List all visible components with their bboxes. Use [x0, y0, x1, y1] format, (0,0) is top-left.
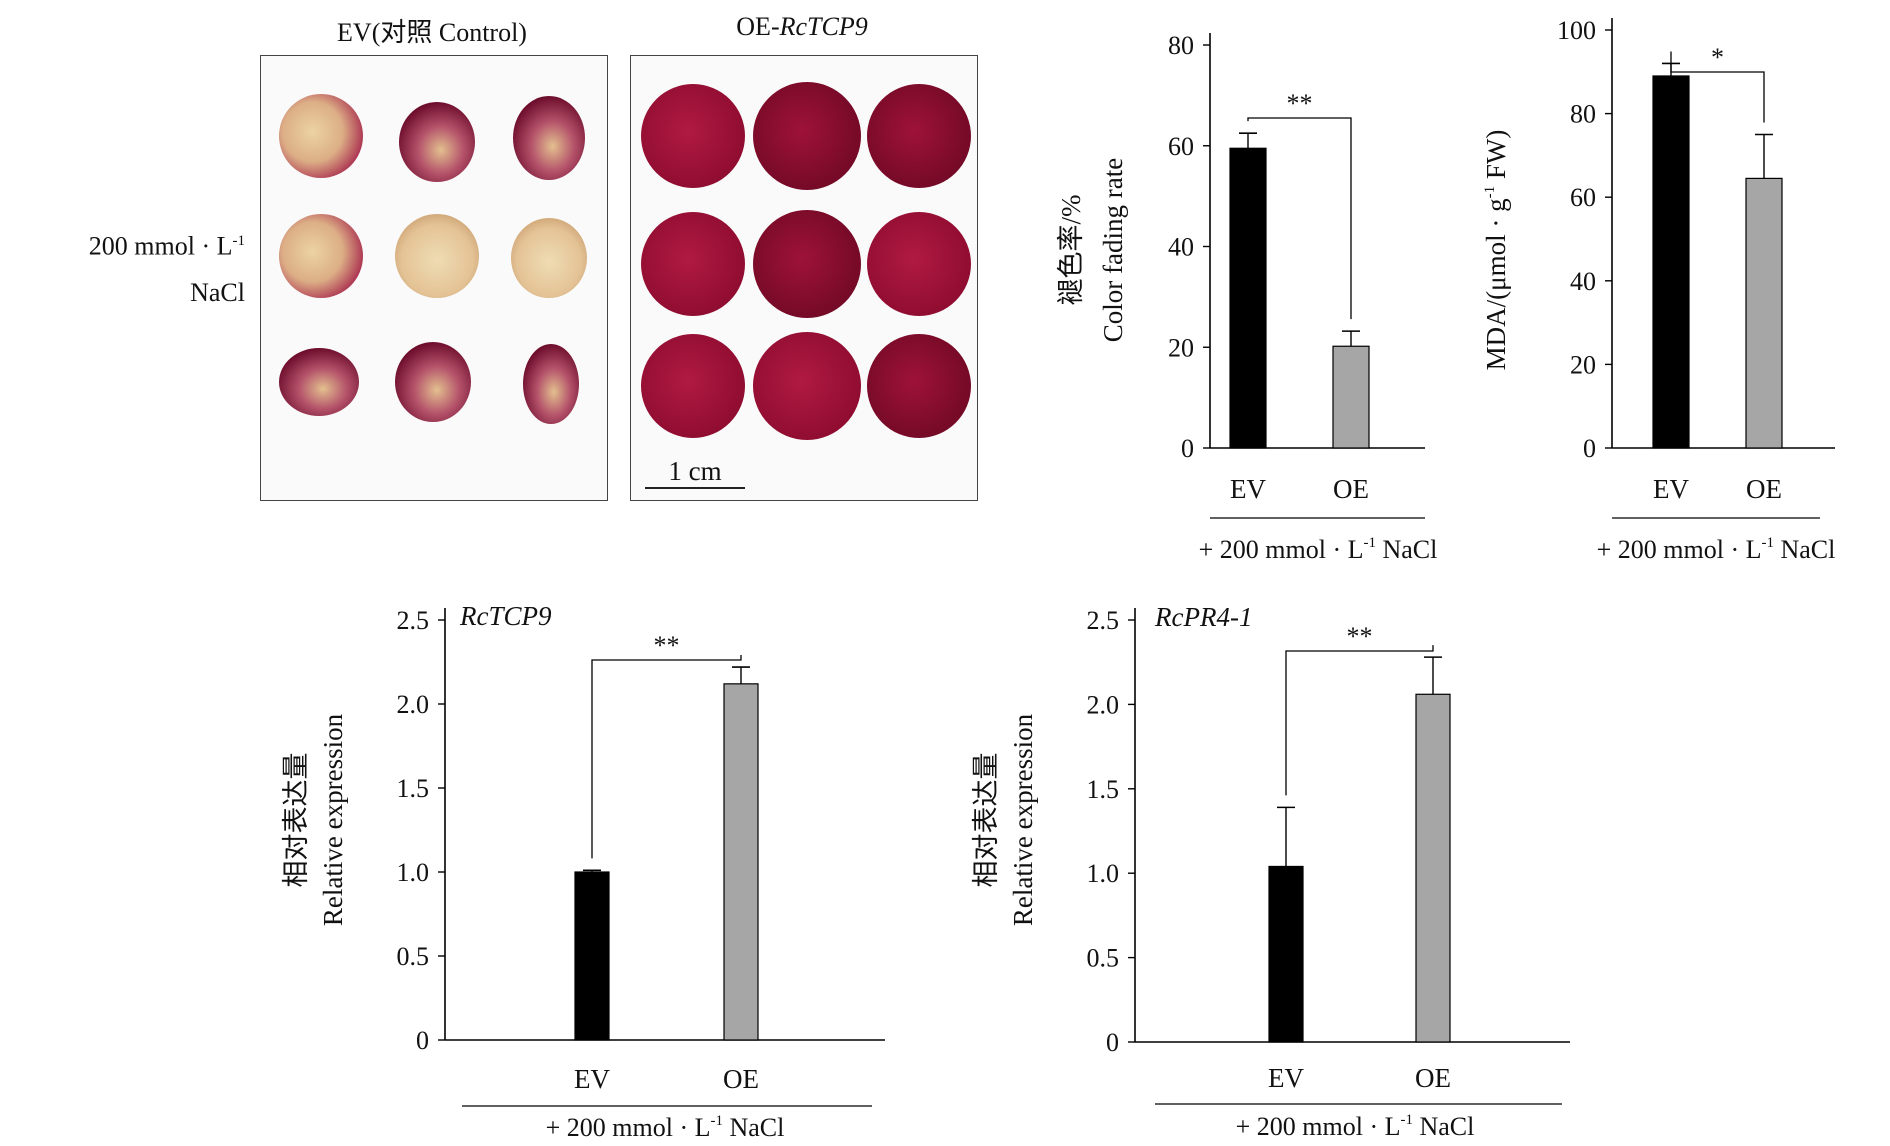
- color-fading-chart: 0 20 40 60 80 EV OE ** + 200 mmol · L-1 NaCl 褪色率/…: [1056, 31, 1438, 564]
- oe-title-gene: RcTCP9: [779, 12, 868, 41]
- significance-marker: **: [654, 631, 680, 660]
- y-tick-label: 2.5: [1087, 606, 1120, 635]
- y-tick-label: 20: [1168, 333, 1194, 362]
- y-axis-label: MDA/(μmol · g-1 FW): [1481, 130, 1511, 371]
- y-axis-label-cn: 相对表达量: [281, 753, 311, 888]
- y-tick-label: 80: [1168, 31, 1194, 60]
- oe-panel-title: OE-RcTCP9: [632, 12, 972, 42]
- petal-disc: [867, 334, 971, 438]
- y-tick-label: 60: [1168, 132, 1194, 161]
- category-label: OE: [1415, 1063, 1451, 1093]
- y-axis-label-cn: 相对表达量: [971, 753, 1001, 888]
- bar-oe: [723, 683, 759, 1041]
- treatment-label: + 200 mmol · L-1 NaCl: [1236, 1112, 1475, 1141]
- category-label: EV: [574, 1064, 610, 1094]
- bar-ev: [1229, 147, 1267, 449]
- control-petal-illustration: [279, 94, 587, 424]
- significance-bracket: [1285, 645, 1434, 796]
- petal-disc: [641, 84, 745, 188]
- petal-disc: [513, 96, 585, 180]
- petal-disc: [523, 344, 579, 424]
- y-tick-label: 1.0: [397, 858, 430, 887]
- category-label: OE: [723, 1064, 759, 1094]
- significance-bracket: [1247, 117, 1352, 320]
- gene-label: RcTCP9: [459, 601, 552, 631]
- treatment-label: + 200 mmol · L-1 NaCl: [1597, 535, 1836, 564]
- petal-disc: [511, 218, 587, 298]
- y-tick-label: 80: [1570, 100, 1596, 129]
- y-tick-label: 2.0: [397, 690, 430, 719]
- y-axis-label-en: Relative expression: [1008, 713, 1038, 926]
- y-axis-label-en: Relative expression: [318, 713, 348, 926]
- y-tick-label: 40: [1570, 267, 1596, 296]
- petal-disc: [867, 84, 971, 188]
- rcpr4-expression-chart: 0 0.5 1.0 1.5 2.0 2.5 EV OE ** + 200 mmol · L-1 N…: [971, 602, 1570, 1141]
- petal-disc: [641, 334, 745, 438]
- y-tick-label: 1.5: [1087, 775, 1120, 804]
- side-label-line1: 200 mmol · L: [88, 231, 233, 261]
- petal-disc: [753, 82, 861, 190]
- category-label: EV: [1230, 474, 1266, 504]
- category-label: EV: [1268, 1063, 1304, 1093]
- y-tick-label: 0: [1181, 434, 1194, 463]
- significance-marker: *: [1711, 43, 1724, 72]
- y-axis-label-cn: 褪色率/%: [1056, 195, 1086, 306]
- y-tick-label: 0: [416, 1026, 429, 1055]
- category-label: OE: [1333, 474, 1369, 504]
- significance-bracket: [1670, 51, 1765, 123]
- petal-disc: [753, 332, 861, 440]
- gene-label: RcPR4-1: [1154, 602, 1252, 632]
- oe-title-prefix: OE-: [736, 12, 780, 41]
- petal-disc: [279, 348, 359, 416]
- side-label-sup: -1: [232, 233, 246, 249]
- y-tick-label: 60: [1570, 183, 1596, 212]
- y-tick-label: 0: [1583, 434, 1596, 463]
- y-tick-label: 0.5: [1087, 944, 1120, 973]
- significance-marker: **: [1287, 89, 1313, 118]
- control-petal-photo: [260, 55, 608, 501]
- petal-disc: [753, 210, 861, 318]
- petal-disc: [399, 102, 475, 182]
- oe-petal-photo: 1 cm: [630, 55, 978, 501]
- control-title-text: EV(对照 Control): [337, 18, 527, 47]
- significance-bracket: [591, 655, 742, 859]
- petal-disc: [641, 212, 745, 316]
- category-label: EV: [1653, 474, 1689, 504]
- petal-disc: [867, 212, 971, 316]
- bar-ev: [574, 871, 610, 1041]
- petal-disc: [395, 214, 479, 298]
- bar-oe: [1745, 177, 1783, 449]
- mda-chart: 0 20 40 60 80 100 EV OE * + 200 mmol · L-1 NaCl MD…: [1481, 16, 1836, 564]
- side-label-line2: NaCl: [190, 277, 245, 307]
- y-tick-label: 100: [1557, 16, 1596, 45]
- scale-bar-label: 1 cm: [668, 456, 721, 486]
- treatment-label: + 200 mmol · L-1 NaCl: [1199, 535, 1438, 564]
- bar-ev: [1268, 865, 1304, 1043]
- category-label: OE: [1746, 474, 1782, 504]
- control-panel-title: EV(对照 Control): [262, 12, 602, 49]
- rctcp9-expression-chart: 0 0.5 1.0 1.5 2.0 2.5 EV OE ** + 200 mmol · L-1 N…: [281, 601, 885, 1142]
- y-tick-label: 0.5: [397, 942, 430, 971]
- treatment-label: + 200 mmol · L-1 NaCl: [546, 1113, 785, 1142]
- nacl-side-label: 200 mmol · L-1 NaCl: [30, 218, 245, 316]
- petal-disc: [279, 214, 363, 298]
- y-tick-label: 1.5: [397, 774, 430, 803]
- y-tick-label: 2.5: [397, 606, 430, 635]
- significance-marker: **: [1347, 622, 1373, 651]
- oe-petal-illustration: 1 cm: [641, 82, 971, 489]
- y-tick-label: 40: [1168, 233, 1194, 262]
- y-tick-label: 1.0: [1087, 859, 1120, 888]
- bar-ev: [1652, 75, 1690, 449]
- bar-oe: [1415, 693, 1451, 1043]
- y-tick-label: 0: [1106, 1028, 1119, 1057]
- y-axis-label-en: Color fading rate: [1098, 158, 1128, 342]
- y-tick-label: 2.0: [1087, 690, 1120, 719]
- petal-disc: [279, 94, 363, 178]
- y-tick-label: 20: [1570, 350, 1596, 379]
- petal-disc: [395, 342, 471, 422]
- bar-oe: [1332, 345, 1370, 449]
